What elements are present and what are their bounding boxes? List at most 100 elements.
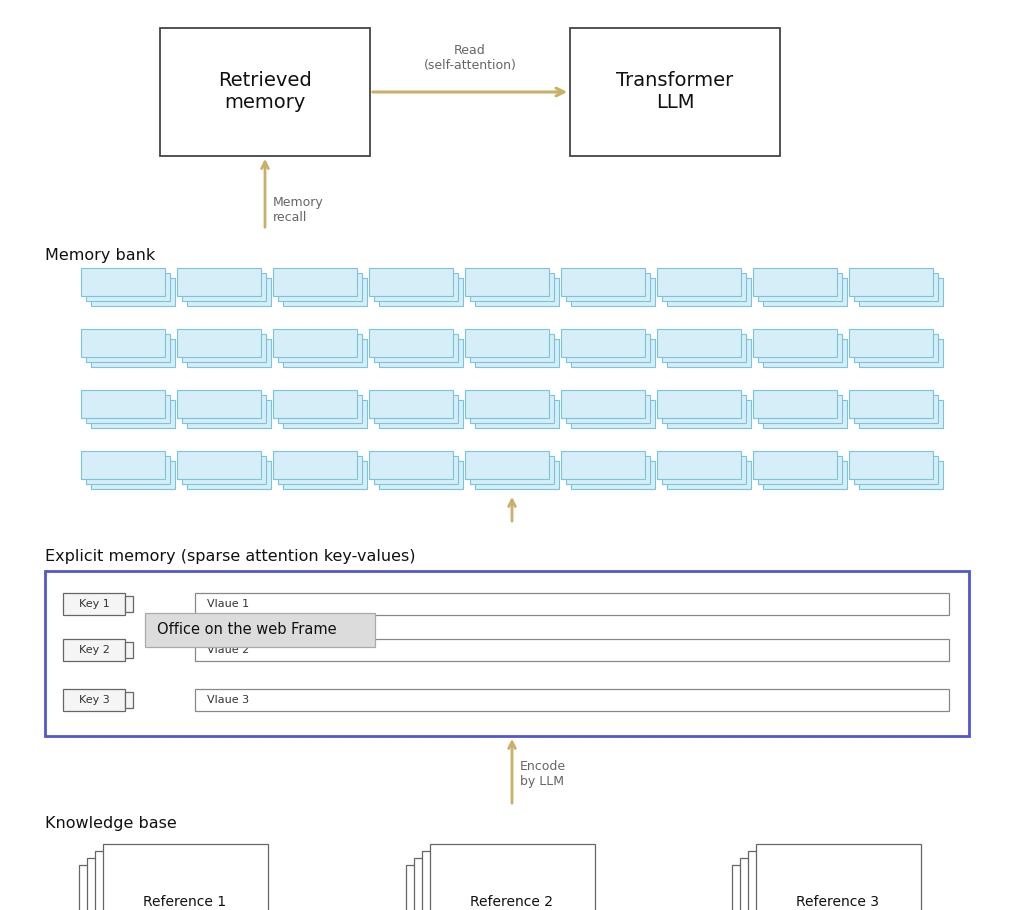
Text: Encode
by LLM: Encode by LLM <box>520 760 566 788</box>
Text: Knowledge base: Knowledge base <box>45 816 177 831</box>
Bar <box>753 268 837 296</box>
Bar <box>667 278 751 306</box>
Bar <box>369 390 453 418</box>
Bar <box>177 390 261 418</box>
Bar <box>854 395 938 423</box>
Bar <box>273 390 357 418</box>
Bar <box>849 268 933 296</box>
Bar <box>465 329 549 357</box>
Bar <box>475 400 559 428</box>
Bar <box>470 334 554 362</box>
Bar <box>91 278 175 306</box>
Bar <box>187 400 271 428</box>
Bar <box>63 593 125 615</box>
Bar <box>854 273 938 301</box>
Bar <box>86 334 170 362</box>
Bar <box>763 339 847 367</box>
Bar <box>273 268 357 296</box>
Bar <box>283 461 367 489</box>
Bar <box>667 400 751 428</box>
Bar <box>470 456 554 484</box>
Bar <box>849 329 933 357</box>
Bar <box>859 461 943 489</box>
Bar <box>470 273 554 301</box>
Bar <box>182 395 266 423</box>
Bar <box>657 268 741 296</box>
Bar <box>422 851 587 910</box>
Bar <box>177 268 261 296</box>
Bar <box>273 329 357 357</box>
Bar <box>566 334 650 362</box>
Bar <box>182 273 266 301</box>
Bar <box>571 461 655 489</box>
Bar <box>753 390 837 418</box>
Text: Key 1: Key 1 <box>79 599 110 609</box>
Text: Vlaue 3: Vlaue 3 <box>207 695 249 705</box>
Bar <box>374 456 458 484</box>
Text: Explicit memory (sparse attention key-values): Explicit memory (sparse attention key-va… <box>45 549 416 564</box>
Bar <box>177 329 261 357</box>
Text: Key 3: Key 3 <box>79 695 110 705</box>
Bar <box>369 451 453 479</box>
Bar <box>125 596 133 612</box>
Bar <box>849 451 933 479</box>
Bar <box>283 339 367 367</box>
Bar <box>849 390 933 418</box>
Bar <box>758 395 842 423</box>
Bar <box>731 865 896 910</box>
Bar <box>570 28 780 156</box>
Bar <box>182 456 266 484</box>
Bar <box>182 334 266 362</box>
Bar <box>566 273 650 301</box>
Bar <box>379 278 463 306</box>
Bar <box>753 451 837 479</box>
Bar <box>756 844 921 910</box>
Bar <box>859 339 943 367</box>
Bar <box>561 329 645 357</box>
Bar <box>195 593 949 615</box>
Bar <box>91 400 175 428</box>
Text: Memory bank: Memory bank <box>45 248 156 263</box>
Bar <box>63 689 125 711</box>
Bar <box>854 456 938 484</box>
Bar <box>160 28 370 156</box>
Bar <box>79 865 244 910</box>
Bar <box>662 395 746 423</box>
Bar <box>475 278 559 306</box>
Bar <box>748 851 912 910</box>
Bar <box>278 273 362 301</box>
Bar <box>195 639 949 661</box>
Bar <box>763 278 847 306</box>
Bar <box>102 844 267 910</box>
Bar <box>465 268 549 296</box>
Bar <box>283 278 367 306</box>
Bar <box>86 858 252 910</box>
Text: Read
(self-attention): Read (self-attention) <box>424 44 516 72</box>
Text: Reference 3: Reference 3 <box>797 895 880 908</box>
Bar <box>758 273 842 301</box>
Bar <box>753 329 837 357</box>
Bar <box>414 858 579 910</box>
Bar <box>374 395 458 423</box>
Bar <box>566 456 650 484</box>
Bar <box>86 456 170 484</box>
Bar <box>561 268 645 296</box>
Bar <box>91 339 175 367</box>
Text: Reference 1: Reference 1 <box>143 895 226 908</box>
Bar <box>86 273 170 301</box>
Text: Office on the web Frame: Office on the web Frame <box>157 622 337 638</box>
Bar <box>81 329 165 357</box>
Bar <box>657 329 741 357</box>
Bar <box>465 390 549 418</box>
Text: Vlaue 2: Vlaue 2 <box>207 645 249 655</box>
Bar <box>662 334 746 362</box>
Text: Transformer
LLM: Transformer LLM <box>616 72 733 113</box>
Bar <box>91 461 175 489</box>
Bar <box>273 451 357 479</box>
Bar <box>571 339 655 367</box>
Bar <box>374 273 458 301</box>
Bar <box>187 278 271 306</box>
Bar <box>758 334 842 362</box>
Bar <box>657 451 741 479</box>
Bar <box>278 456 362 484</box>
